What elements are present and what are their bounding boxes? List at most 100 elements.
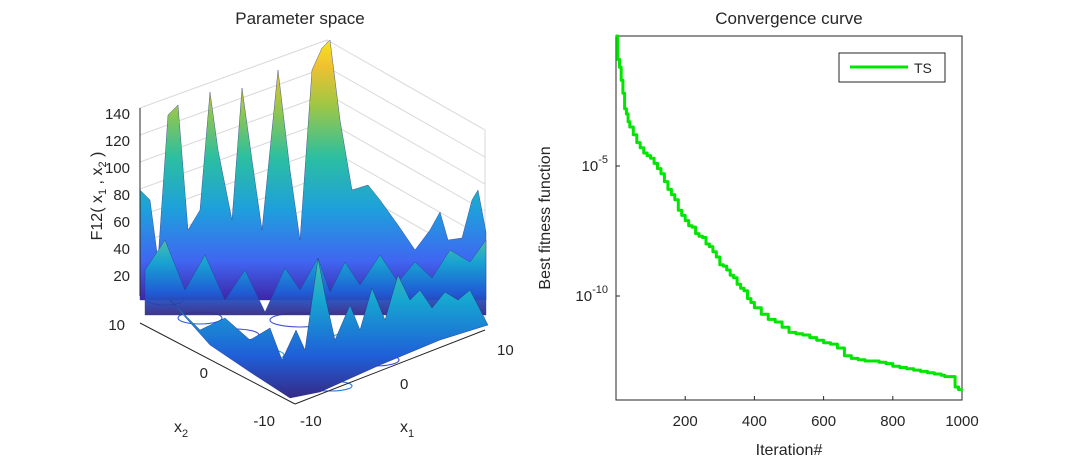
ts-data-point: [794, 332, 798, 335]
y-tick-label: 0: [200, 365, 208, 382]
y-tick-label: -10: [253, 413, 275, 430]
ts-data-point: [718, 263, 721, 266]
ts-data-point: [684, 219, 687, 222]
ts-data-point: [774, 320, 777, 324]
z-tick-label: 140: [105, 106, 130, 123]
ts-data-point: [950, 375, 953, 378]
ts-data-point: [943, 375, 946, 378]
z-tick-label: 60: [113, 214, 130, 231]
ts-data-point: [732, 276, 735, 279]
y-axis-line: [139, 322, 296, 405]
wall-grid-line: [326, 93, 486, 185]
surface-plot: Parameter space: [89, 9, 514, 440]
ts-data-point: [729, 274, 732, 277]
surface-front: [169, 257, 489, 399]
ts-data-point: [767, 318, 770, 321]
ts-data-point: [857, 358, 860, 361]
ts-data-point: [708, 245, 711, 248]
ts-data-point: [642, 151, 645, 155]
ts-data-point: [621, 92, 625, 95]
ts-data-point: [735, 283, 739, 286]
ts-data-point: [628, 125, 631, 129]
ts-data-point: [863, 359, 867, 363]
ts-data-point: [760, 313, 763, 316]
surface-title: Parameter space: [235, 9, 364, 28]
ts-data-point: [701, 236, 704, 239]
ts-data-point: [666, 188, 670, 191]
ts-data-point: [905, 367, 908, 370]
ts-data-point: [625, 112, 628, 116]
ts-data-point: [673, 198, 676, 201]
surface-back: [139, 39, 487, 301]
x-axis-label: x1: [400, 419, 414, 440]
convergence-title: Convergence curve: [715, 9, 862, 28]
y-tick-label: 10-10: [575, 284, 608, 305]
ts-data-point: [829, 342, 832, 346]
ts-data-point: [725, 268, 728, 272]
ts-data-point: [687, 224, 690, 227]
ts-data-point: [898, 366, 901, 369]
ts-data-point: [957, 388, 960, 391]
ts-data-point: [919, 370, 922, 373]
ts-data-point: [891, 365, 894, 368]
x-tick-label: 10: [497, 342, 514, 359]
ts-data-point: [649, 157, 652, 160]
z-tick-label: 20: [113, 268, 130, 285]
ts-data-point: [877, 361, 881, 364]
ts-data-point: [711, 250, 715, 253]
ts-data-point: [635, 141, 638, 144]
legend-label: TS: [914, 60, 932, 76]
y-axis-label: Best fitness function: [537, 146, 554, 289]
wall-grid-line: [326, 120, 486, 212]
ts-data-point: [623, 107, 626, 111]
wall-grid-line: [326, 147, 486, 239]
y-tick-label: 10: [108, 317, 125, 334]
ts-data-point: [947, 375, 950, 378]
ts-data-point: [652, 162, 656, 165]
ts-data-point: [645, 154, 649, 157]
ts-series-points: [615, 34, 964, 391]
ts-data-point: [746, 297, 749, 300]
x-tick-label: 1000: [945, 413, 978, 430]
x-axis-line: [294, 329, 486, 405]
ts-data-point: [663, 180, 666, 183]
ts-data-point: [749, 301, 753, 304]
x-tick-label: 0: [400, 376, 408, 393]
ts-data-point: [690, 225, 694, 229]
ts-data-point: [616, 58, 619, 61]
y-ticks: 10 0 -10: [108, 317, 275, 430]
x-tick-label: 200: [673, 413, 698, 430]
x-tick-label: -10: [300, 413, 322, 430]
x-tick-label: 800: [880, 413, 905, 430]
y-axis-label: x2: [174, 419, 188, 440]
z-axis-label: F12( x1 , x2 ): [89, 152, 109, 241]
x-ticks: -10 0 10: [300, 342, 514, 430]
ts-data-point: [704, 242, 708, 246]
ts-data-point: [912, 368, 915, 372]
ts-data-point: [953, 385, 957, 389]
z-tick-label: 120: [105, 133, 130, 150]
plot-area: [615, 35, 963, 401]
ts-data-point: [639, 146, 642, 149]
ts-data-point: [822, 341, 825, 344]
x-axis-label: Iteration#: [756, 442, 823, 459]
wall-grid-line: [326, 66, 486, 158]
ts-data-point: [670, 193, 673, 196]
z-tick-label: 80: [113, 187, 130, 204]
convergence-ticks: 200 400 600 800 1000 10-5 10-10: [575, 154, 978, 430]
z-tick-label: 40: [113, 241, 130, 258]
ts-data-point: [836, 346, 839, 350]
x-tick-label: 600: [811, 413, 836, 430]
ts-data-point: [694, 232, 697, 235]
ts-data-point: [843, 354, 846, 357]
ts-data-point: [850, 357, 853, 360]
ts-data-point: [620, 79, 623, 82]
ts-data-point: [870, 359, 874, 363]
ts-data-point: [615, 34, 618, 38]
ts-data-point: [801, 333, 804, 337]
ts-data-point: [656, 167, 659, 170]
x-tick-label: 400: [742, 413, 767, 430]
surface-axes: [139, 108, 486, 405]
ts-data-point: [632, 133, 635, 136]
